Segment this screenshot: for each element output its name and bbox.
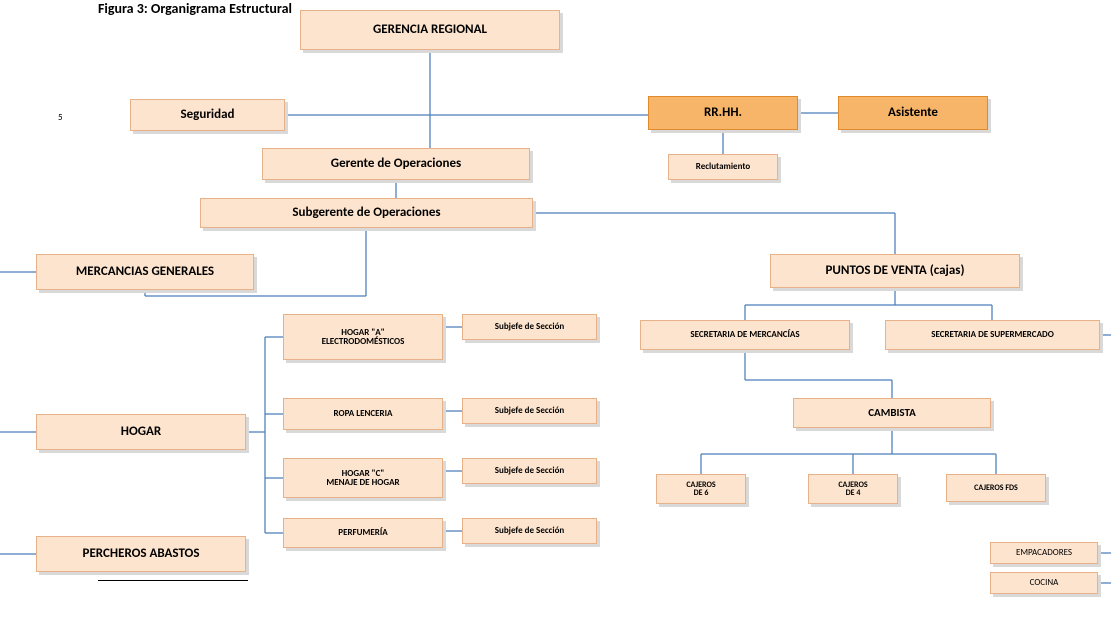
footnote-number: 5: [58, 112, 63, 123]
node-sec_merc: SECRETARIA DE MERCANCÍAS: [640, 320, 850, 350]
footnote-rule: [98, 580, 248, 581]
node-pdv: PUNTOS DE VENTA (cajas): [770, 254, 1020, 288]
node-subgerente: Subgerente de Operaciones: [200, 198, 533, 228]
node-gerencia: GERENCIA REGIONAL: [300, 10, 560, 50]
node-cocina: COCINA: [990, 572, 1098, 594]
node-reclutamiento: Reclutamiento: [668, 154, 778, 180]
node-sec_super: SECRETARIA DE SUPERMERCADO: [885, 320, 1100, 350]
page-title: Figura 3: Organigrama Estructural: [98, 0, 292, 17]
node-gerente_ops: Gerente de Operaciones: [262, 148, 530, 180]
node-hogar: HOGAR: [36, 414, 246, 450]
node-empacadores: EMPACADORES: [990, 542, 1098, 564]
node-cajfds: CAJEROS FDS: [946, 474, 1046, 502]
node-hogar_c: HOGAR "C" MENAJE DE HOGAR: [283, 458, 443, 498]
node-caj6: CAJEROS DE 6: [656, 474, 746, 504]
node-rrhh: RR.HH.: [648, 96, 798, 130]
node-seguridad: Seguridad: [130, 99, 285, 131]
node-hogar_a: HOGAR "A" ELECTRODOMÉSTICOS: [283, 314, 443, 360]
node-sub3: Subjefe de Sección: [462, 458, 597, 484]
node-asistente: Asistente: [838, 96, 988, 130]
node-sub1: Subjefe de Sección: [462, 314, 597, 340]
node-cambista: CAMBISTA: [793, 398, 991, 428]
node-sub4: Subjefe de Sección: [462, 518, 597, 544]
node-sub2: Subjefe de Sección: [462, 398, 597, 424]
node-ropa: ROPA LENCERIA: [283, 398, 443, 430]
node-merc_gen: MERCANCIAS GENERALES: [36, 254, 254, 290]
node-caj4: CAJEROS DE 4: [808, 474, 898, 504]
node-perfumeria: PERFUMERÍA: [283, 518, 443, 548]
node-percheros: PERCHEROS ABASTOS: [36, 536, 246, 572]
